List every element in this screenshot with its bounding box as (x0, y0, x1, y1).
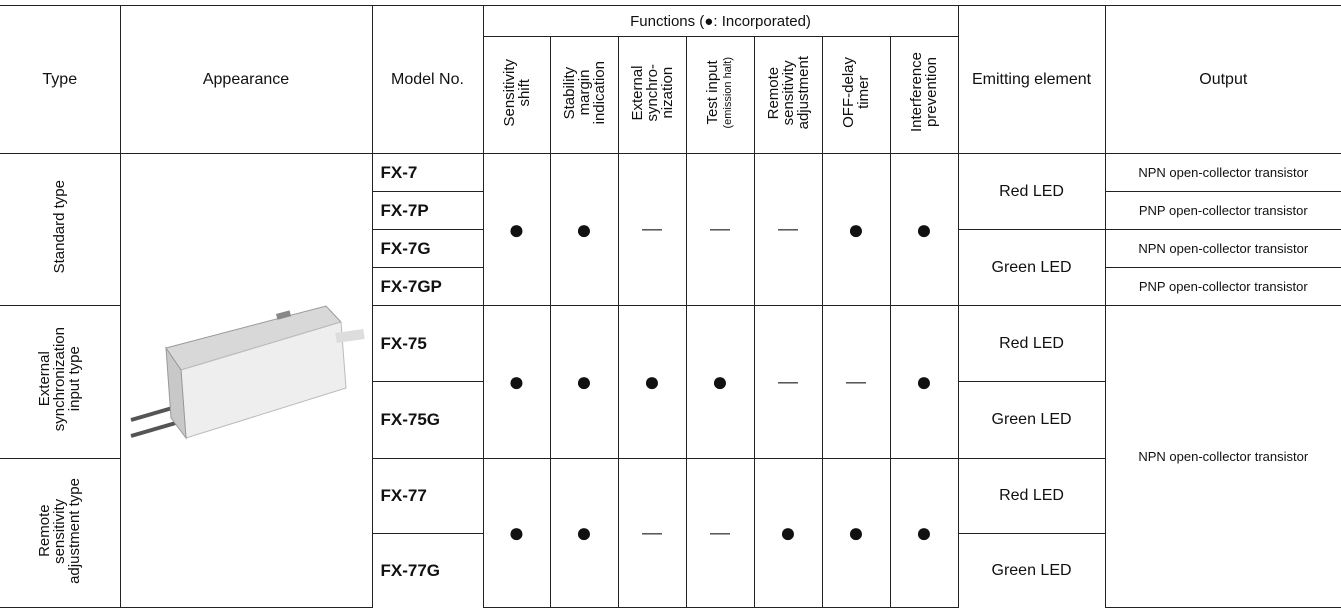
function-mark: ● (482, 153, 551, 306)
emitting-element: Red LED (957, 458, 1106, 534)
function-mark: ● (549, 153, 619, 306)
data-row: Standard type FX-7 ● ● — — — ● ● Red LED NPN open… (0, 153, 1341, 608)
function-mark: — (821, 305, 891, 459)
function-header: Interference prevention (889, 36, 959, 154)
function-header: Test input (emission halt) (685, 36, 755, 154)
product-image (130, 305, 365, 440)
emitting-header: Emitting element (957, 5, 1106, 154)
output: NPN open-collector transistor (1104, 229, 1341, 268)
type-label: External synchronization input type (36, 327, 84, 432)
model-number: FX-77G (372, 533, 484, 608)
function-mark: ● (821, 458, 891, 608)
model-number: FX-75 (371, 305, 484, 382)
emitting-element: Red LED (957, 153, 1106, 230)
function-header: External synchro- nization (617, 36, 687, 154)
data-row: External synchronization input type FX-75… (0, 305, 1341, 608)
data-row: FX-7P PNP open-collector transistor (0, 191, 1341, 230)
function-mark: — (617, 458, 687, 608)
functions-header: Functions (●: Incorporated) (482, 5, 959, 37)
table-body: Standard type FX-7 ● ● — — — ● ● Red LED NPN open… (0, 153, 1341, 608)
model-number: FX-7 (371, 153, 484, 192)
function-label: Sensitivity shift (500, 58, 533, 127)
type-cell: Remote sensitivity adjustment type (0, 458, 121, 608)
emitting-element: Green LED (957, 533, 1106, 608)
type-cell: Standard type (0, 153, 121, 306)
emitting-element: Red LED (957, 305, 1106, 382)
header-row: Type Appearance Model No. Functions (●: … (0, 5, 1341, 154)
function-mark: — (753, 153, 823, 306)
function-mark: ● (482, 305, 551, 459)
function-mark: ● (821, 153, 891, 306)
function-label: Interference prevention (908, 52, 941, 133)
type-label: Remote sensitivity adjustment type (36, 477, 84, 584)
model-header: Model No. (371, 5, 484, 154)
data-row: FX-75G Green LED (0, 381, 1341, 459)
emitting-element: Green LED (957, 229, 1106, 306)
function-mark: — (685, 153, 755, 306)
output: PNP open-collector transistor (1104, 191, 1341, 230)
type-label: Standard type (51, 180, 69, 274)
function-mark: ● (889, 305, 959, 459)
function-mark: ● (753, 458, 823, 608)
type-header: Type (0, 5, 121, 154)
function-label: OFF-delay timer (840, 57, 872, 128)
function-label-wrap: OFF-delay timer (840, 57, 872, 128)
function-mark: ● (549, 305, 619, 459)
function-label: External synchro- nization (628, 63, 676, 122)
function-label-wrap: Stability margin indication (560, 60, 608, 125)
function-header: OFF-delay timer (821, 36, 891, 154)
function-mark: ● (685, 305, 755, 459)
function-header-row: Sensitivity shift Stability margin indica… (0, 36, 1341, 154)
appearance-header: Appearance (119, 5, 373, 154)
model-number: FX-75G (372, 381, 484, 459)
type-cell: External synchronization input type (0, 305, 121, 459)
function-label-wrap: Remote sensitivity adjustment (764, 55, 812, 130)
data-row: FX-77G Green LED (0, 533, 1341, 608)
function-label: Test input (704, 60, 721, 125)
appearance-cell (119, 153, 373, 608)
output: NPN open-collector transistor (1104, 305, 1341, 608)
function-mark: ● (549, 458, 619, 608)
function-label-wrap: Sensitivity shift (500, 58, 533, 127)
model-number: FX-7P (372, 191, 484, 230)
emitting-element: Green LED (957, 381, 1106, 459)
function-header: Remote sensitivity adjustment (753, 36, 823, 154)
function-mark: ● (617, 305, 687, 459)
spec-table: Type Appearance Model No. Functions (●: … (0, 5, 1341, 608)
function-header: Stability margin indication (549, 36, 619, 154)
function-mark: ● (889, 153, 959, 306)
function-mark: ● (482, 458, 551, 608)
function-mark: — (685, 458, 755, 608)
function-note: (emission halt) (722, 56, 734, 129)
function-label-wrap: Interference prevention (908, 52, 941, 133)
function-mark: — (617, 153, 687, 306)
model-number: FX-7GP (372, 267, 484, 306)
model-number: FX-7G (372, 229, 484, 268)
output: NPN open-collector transistor (1104, 153, 1341, 192)
function-label: Stability margin indication (560, 60, 608, 125)
output: PNP open-collector transistor (1104, 267, 1341, 306)
output-header: Output (1104, 5, 1341, 154)
function-mark: ● (889, 458, 959, 608)
function-label-wrap: External synchro- nization (628, 63, 676, 122)
data-row: FX-7G Green LED NPN open-collector transis… (0, 229, 1341, 306)
function-label-wrap: Test input (emission halt) (704, 56, 735, 129)
function-label: Remote sensitivity adjustment (764, 55, 812, 130)
function-header: Sensitivity shift (483, 36, 551, 154)
model-number: FX-77 (371, 458, 484, 534)
function-mark: — (753, 305, 823, 459)
